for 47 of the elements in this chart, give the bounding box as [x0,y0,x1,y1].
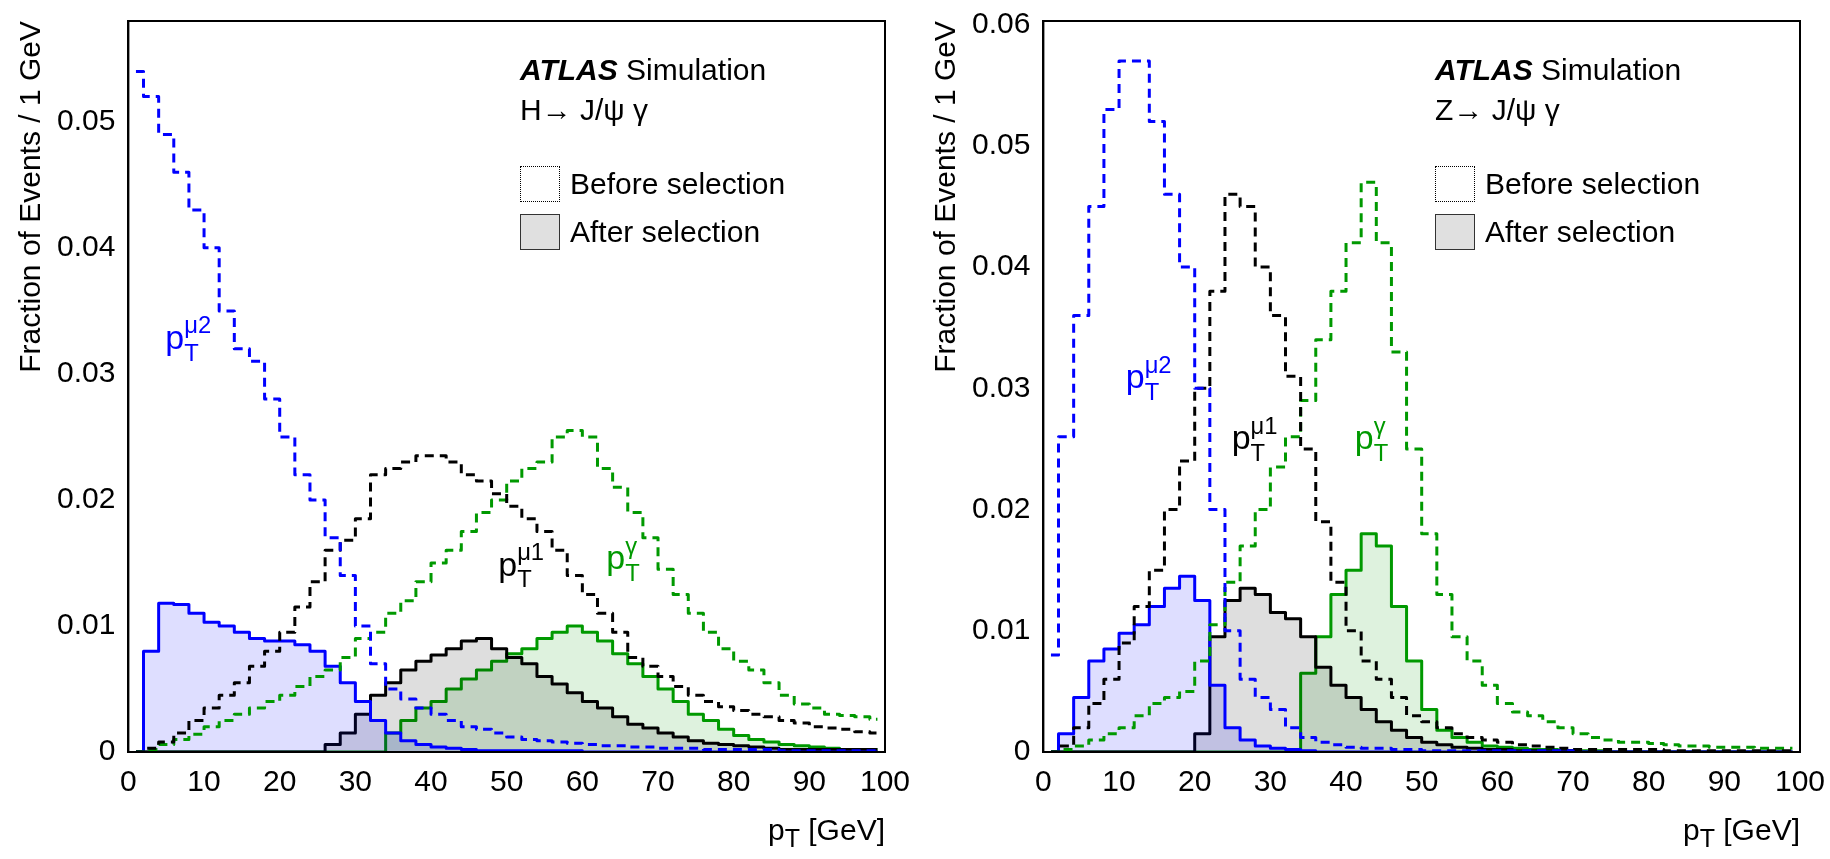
x-tick-label: 20 [1178,764,1212,798]
y-tick-label: 0.03 [972,369,1031,403]
y-tick-label: 0 [98,733,116,767]
y-tick-label: 0.02 [57,481,116,515]
x-tick-label: 0 [120,764,137,798]
y-tick-label: 0 [1013,733,1031,767]
x-tick-label: 30 [338,764,373,798]
x-axis-title: p$_{T}$ [GeV] [767,813,885,853]
annotation: H→ J/ψ γ [520,92,650,128]
x-axis-title: p$_{T}$ [GeV] [1682,813,1800,853]
annotation: Z→ J/ψ γ [1435,92,1561,128]
x-tick-label: 40 [1329,764,1363,798]
x-tick-label: 70 [1556,764,1590,798]
x-tick-label: 90 [1707,764,1742,798]
x-tick-label: 10 [1102,764,1136,798]
y-tick-label: 0.04 [57,229,116,263]
x-tick-label: 0 [1035,764,1052,798]
x-tick-label: 100 [859,764,911,798]
annotation: ATLAS Simulation [1435,52,1683,88]
y-tick-label: 0.05 [972,127,1031,161]
annotation: After selection [570,214,761,250]
x-tick-label: 90 [792,764,827,798]
y-tick-label: 0.04 [972,248,1031,282]
y-tick-label: 0.01 [972,612,1031,646]
annotation: Before selection [570,166,786,202]
x-tick-label: 70 [641,764,675,798]
y-tick-label: 0.01 [57,607,116,641]
annotation: Before selection [1485,166,1701,202]
y-tick-label: 0.06 [972,5,1031,39]
x-tick-label: 80 [716,764,751,798]
x-tick-label: 60 [1480,764,1515,798]
x-tick-label: 20 [263,764,297,798]
x-tick-label: 80 [1631,764,1666,798]
y-axis-title: Fraction of Events / 1 GeV [13,21,47,373]
annotation: After selection [1485,214,1676,250]
x-tick-label: 30 [1253,764,1288,798]
y-axis-title: Fraction of Events / 1 GeV [928,21,962,373]
x-tick-label: 10 [187,764,221,798]
y-tick-label: 0.05 [57,103,116,137]
x-tick-label: 40 [414,764,448,798]
y-tick-label: 0.03 [57,355,116,389]
y-tick-label: 0.02 [972,490,1031,524]
x-tick-label: 100 [1774,764,1826,798]
x-tick-label: 50 [490,764,524,798]
annotation: ATLAS Simulation [520,52,768,88]
x-tick-label: 60 [565,764,600,798]
x-tick-label: 50 [1405,764,1439,798]
